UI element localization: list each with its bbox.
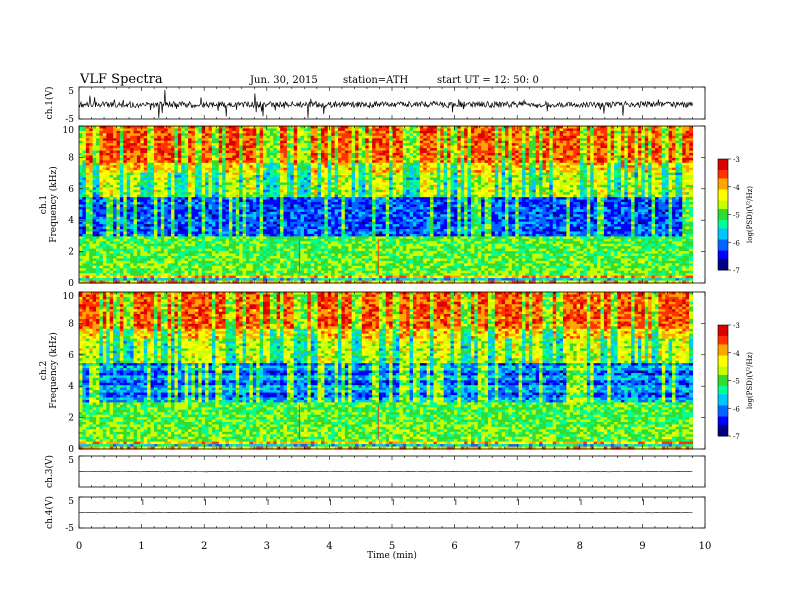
y-axis-label-line: ch.1(V) bbox=[44, 87, 55, 120]
y-axis-label-line: ch.2 bbox=[39, 361, 49, 380]
y-tick-label: 5 bbox=[68, 497, 74, 507]
y-tick-label: 5 bbox=[68, 87, 74, 97]
y-tick-label: 10 bbox=[63, 126, 75, 136]
y-tick-label: 5 bbox=[68, 456, 74, 466]
x-axis-label: Time (min) bbox=[367, 550, 417, 561]
y-tick-label: 6 bbox=[68, 185, 74, 195]
spectrogram-2 bbox=[79, 126, 693, 284]
colorbar-label: log(PSD)(V²/Hz) bbox=[746, 352, 754, 409]
colorbar-tick-label: -6 bbox=[733, 405, 740, 413]
y-tick-label: 4 bbox=[68, 216, 74, 226]
colorbar-1: -3 -4 -5 -6 -7 log(PSD)(V²/Hz) bbox=[718, 156, 754, 275]
colorbar-label: log(PSD)(V²/Hz) bbox=[746, 186, 754, 243]
y-axis-label-line: ch.1 bbox=[39, 195, 49, 214]
y-axis-label-1: ch.1(V) bbox=[44, 87, 55, 120]
y-tick-label: 6 bbox=[68, 351, 74, 361]
y-axis-label-line: Frequency (kHz) bbox=[48, 166, 59, 243]
y-tick-label: 8 bbox=[68, 319, 74, 329]
y-tick-label: 8 bbox=[68, 153, 74, 163]
x-tick-label: 10 bbox=[699, 541, 712, 552]
colorbar-tick-label: -3 bbox=[733, 322, 740, 330]
x-tick-label: 0 bbox=[76, 541, 82, 552]
y-axis-label-line: ch.4(V) bbox=[44, 496, 55, 529]
vlf-spectra-figure: 5-5ch.1(V)0246810ch.1Frequency (kHz)-3-4… bbox=[0, 0, 792, 612]
y-axis-label-line: Frequency (kHz) bbox=[48, 332, 59, 409]
x-tick-label: 7 bbox=[514, 541, 520, 552]
y-tick-label: 4 bbox=[68, 382, 74, 392]
colorbar-tick-label: -3 bbox=[733, 156, 740, 164]
colorbar-tick-label: -5 bbox=[733, 378, 740, 386]
x-tick-label: 8 bbox=[577, 541, 583, 552]
y-axis-label-2: ch.1Frequency (kHz) bbox=[39, 166, 59, 243]
colorbar-tick-label: -5 bbox=[733, 212, 740, 220]
colorbar-tick-label: -4 bbox=[733, 350, 740, 358]
x-tick-label: 3 bbox=[264, 541, 270, 552]
y-axis-label-5: ch.4(V) bbox=[44, 496, 55, 529]
trace-ch3 bbox=[79, 471, 693, 472]
colorbar-tick-label: -4 bbox=[733, 184, 740, 192]
x-tick-label: 9 bbox=[639, 541, 645, 552]
y-axis-label-4: ch.3(V) bbox=[44, 455, 55, 488]
x-tick-label: 2 bbox=[201, 541, 207, 552]
colorbar-tick-label: -6 bbox=[733, 239, 740, 247]
y-axis-label-3: ch.2Frequency (kHz) bbox=[39, 332, 59, 409]
y-tick-label: -5 bbox=[65, 524, 74, 534]
colorbar-tick-label: -7 bbox=[733, 267, 740, 275]
y-axis-label-line: ch.3(V) bbox=[44, 455, 55, 488]
y-tick-label: 2 bbox=[68, 414, 74, 424]
colorbar-2: -3 -4 -5 -6 -7 log(PSD)(V²/Hz) bbox=[718, 322, 754, 441]
spectrogram-3 bbox=[79, 292, 693, 450]
colorbar-tick-label: -7 bbox=[733, 433, 740, 441]
x-tick-label: 1 bbox=[138, 541, 144, 552]
trace-ch4 bbox=[79, 512, 693, 513]
y-tick-label: 0 bbox=[68, 279, 74, 289]
y-tick-label: 10 bbox=[63, 292, 75, 302]
x-tick-label: 4 bbox=[326, 541, 332, 552]
x-tick-label: 6 bbox=[451, 541, 457, 552]
y-tick-label: -5 bbox=[65, 115, 74, 125]
y-tick-label: 0 bbox=[68, 445, 74, 455]
trace-ch1 bbox=[79, 90, 693, 118]
y-tick-label: 2 bbox=[68, 248, 74, 258]
